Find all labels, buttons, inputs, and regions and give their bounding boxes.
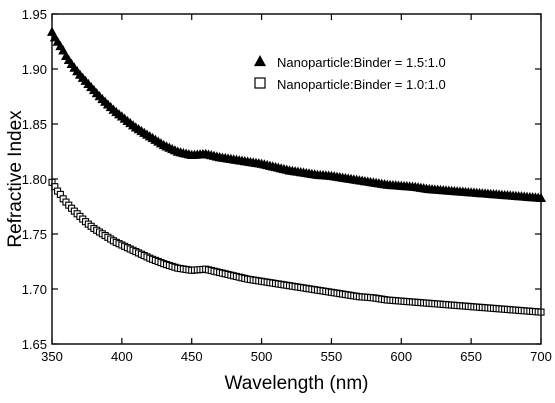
- y-tick-label: 1.90: [22, 62, 47, 77]
- y-tick-label: 1.95: [22, 7, 47, 22]
- series-2-points: [48, 178, 545, 316]
- legend-marker-triangle: [254, 55, 266, 67]
- x-tick-label: 650: [460, 349, 482, 364]
- legend-item-series-1: Nanoparticle:Binder = 1.5:1.0: [254, 55, 446, 70]
- legend: Nanoparticle:Binder = 1.5:1.0 Nanopartic…: [254, 55, 446, 92]
- x-axis-title: Wavelength (nm): [225, 373, 369, 394]
- y-tick-label: 1.80: [22, 172, 47, 187]
- x-tick-label: 350: [41, 349, 63, 364]
- axis-ticks: 350 400 450 500 550 600 650 700 1.65 1.70 1.75 1.80…: [22, 7, 552, 364]
- x-tick-label: 400: [111, 349, 133, 364]
- y-tick-label: 1.75: [22, 227, 47, 242]
- legend-label-series-1: Nanoparticle:Binder = 1.5:1.0: [277, 55, 446, 70]
- data-points: [47, 26, 546, 316]
- series-1-points: [47, 26, 546, 202]
- x-tick-label: 600: [390, 349, 412, 364]
- legend-marker-square: [254, 77, 266, 89]
- x-tick-label: 700: [530, 349, 552, 364]
- plot-area-frame: [51, 13, 542, 345]
- x-tick-label: 500: [251, 349, 273, 364]
- x-tick-label: 450: [181, 349, 203, 364]
- y-tick-label: 1.70: [22, 282, 47, 297]
- y-tick-label: 1.85: [22, 117, 47, 132]
- y-tick-label: 1.65: [22, 337, 47, 352]
- y-axis-title: Refractive Index: [5, 110, 26, 248]
- legend-item-series-2: Nanoparticle:Binder = 1.0:1.0: [254, 77, 446, 92]
- legend-label-series-2: Nanoparticle:Binder = 1.0:1.0: [277, 77, 446, 92]
- x-tick-label: 550: [321, 349, 343, 364]
